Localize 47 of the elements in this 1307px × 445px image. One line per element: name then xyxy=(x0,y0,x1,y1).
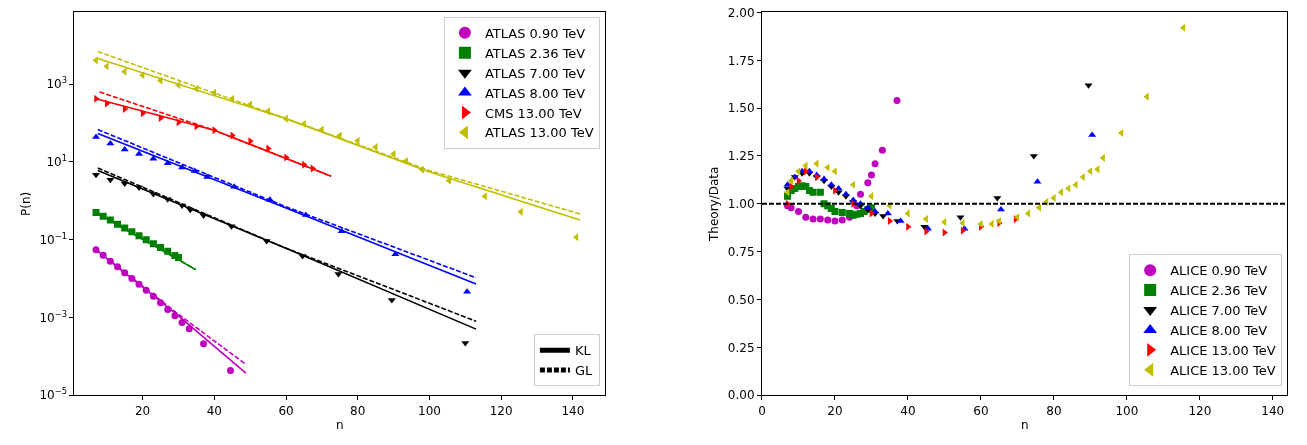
x-tick-label: 80 xyxy=(350,403,366,418)
x-axis-title: n xyxy=(336,418,344,433)
y-tick-label: 10$^{−5}$ xyxy=(39,386,68,403)
y-axis-title: P(n) xyxy=(18,191,33,216)
legend-label: CMS 13.00 TeV xyxy=(484,105,582,121)
x-tick-label: 40 xyxy=(900,403,916,418)
y-tick-label: 0.75 xyxy=(727,244,755,259)
legend-label: ALICE 13.00 TeV xyxy=(1170,342,1276,358)
x-tick-label: 0 xyxy=(758,403,766,418)
x-tick-label: 60 xyxy=(973,403,989,418)
legend-label: ALICE 7.00 TeV xyxy=(1170,303,1268,319)
y-tick-label: 1.25 xyxy=(727,149,755,164)
y-tick-label: 0.00 xyxy=(727,388,755,403)
y-tick-label: 10$^{−3}$ xyxy=(39,308,68,325)
x-tick-label: 20 xyxy=(827,403,843,418)
y-tick-label: 1.50 xyxy=(727,101,755,116)
y-tick-label: 10$^{−1}$ xyxy=(39,230,68,247)
y-tick-label: 1.75 xyxy=(727,53,755,68)
legend-label: ALICE 13.00 TeV xyxy=(1170,362,1276,378)
y-tick-label: 1.00 xyxy=(727,197,755,212)
y-tick-label: 0.50 xyxy=(727,292,755,307)
x-tick-label: 80 xyxy=(1046,403,1062,418)
y-tick-label: 2.00 xyxy=(727,5,755,20)
x-tick-label: 140 xyxy=(1261,403,1285,418)
x-axis-title: n xyxy=(1020,418,1029,433)
legend-label: ATLAS 8.00 TeV xyxy=(484,85,586,101)
legend-label: ATLAS 2.36 TeV xyxy=(484,45,586,61)
y-tick-label: 0.25 xyxy=(727,340,755,355)
x-tick-label: 120 xyxy=(489,403,513,418)
x-tick-label: 100 xyxy=(418,403,441,418)
legend-label: KL xyxy=(574,343,592,359)
legend-label: ATLAS 7.00 TeV xyxy=(484,65,586,81)
legend-label: ALICE 8.00 TeV xyxy=(1170,322,1268,338)
x-tick-label: 20 xyxy=(134,403,151,418)
legend-label: ALICE 2.36 TeV xyxy=(1170,283,1268,299)
y-tick-label: 10$^{1}$ xyxy=(46,153,68,170)
x-tick-label: 60 xyxy=(278,403,294,418)
y-axis-title: Theory/Data xyxy=(707,166,722,243)
legend-label: ATLAS 13.00 TeV xyxy=(484,125,594,141)
x-tick-label: 140 xyxy=(561,403,585,418)
x-tick-label: 40 xyxy=(206,403,222,418)
x-tick-label: 100 xyxy=(1115,403,1139,418)
legend-label: ATLAS 0.90 TeV xyxy=(484,25,586,41)
legend-label: GL xyxy=(574,363,593,379)
x-tick-label: 120 xyxy=(1188,403,1212,418)
y-tick-label: 10$^{3}$ xyxy=(46,75,68,92)
legend-label: ALICE 0.90 TeV xyxy=(1170,263,1268,279)
